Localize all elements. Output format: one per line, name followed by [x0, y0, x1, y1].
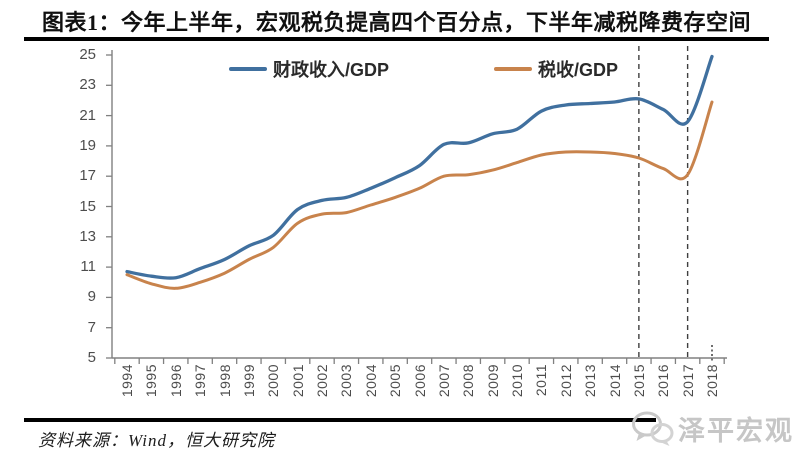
x-axis-tick-label: 1994: [119, 364, 135, 398]
x-axis-tick-label: 2003: [338, 364, 355, 398]
y-axis-tick-label: 17: [79, 167, 96, 185]
x-axis-tick-label: 1997: [192, 364, 209, 398]
chart-title: 图表1：今年上半年，宏观税负提高四个百分点，下半年减税降费存空间: [41, 10, 751, 35]
x-axis-tick-label: 1995: [143, 364, 160, 398]
watermark: 泽平宏观: [631, 409, 794, 448]
x-axis-tick-label: 1998: [216, 364, 233, 398]
legend-item-fiscal-revenue: 财政收入/GDP: [229, 59, 390, 80]
fiscal-revenue-legend-swatch: [229, 67, 267, 71]
x-axis-tick-label: 2015: [630, 364, 647, 398]
y-axis-tick-label: 7: [87, 318, 96, 336]
watermark-text: 泽平宏观: [678, 416, 794, 446]
x-axis-tick-label: 1996: [167, 364, 184, 398]
y-axis-tick-label: 11: [80, 258, 96, 276]
x-axis-tick-label: 2011: [533, 364, 550, 397]
y-axis-tick-label: 19: [79, 136, 96, 154]
title-divider: [24, 37, 769, 41]
x-axis-tick-label: 2007: [435, 364, 452, 398]
x-axis-tick-label: 2001: [289, 364, 306, 398]
x-axis-tick-label: 2013: [582, 364, 599, 398]
footer-divider: [24, 418, 656, 422]
x-axis-tick-label: 2012: [557, 364, 574, 398]
y-axis-tick-label: 5: [87, 349, 96, 366]
legend-item-tax: 税收/GDP: [494, 59, 619, 80]
fiscal-revenue-line: [125, 54, 714, 280]
tax-legend-swatch: [494, 67, 532, 71]
x-axis-tick-label: 2000: [265, 364, 282, 398]
data-source-note: 资料来源：Wind，恒大研究院: [38, 431, 275, 450]
x-axis-tick-label: 2014: [606, 364, 623, 398]
x-axis-tick-label: 2010: [509, 364, 525, 398]
x-axis-tick-label: 1999: [240, 364, 257, 398]
x-axis-tick-label: 2005: [387, 364, 404, 398]
y-axis-tick-label: 23: [79, 76, 96, 94]
x-axis-tick-label: 2008: [460, 364, 477, 398]
x-axis-tick-label: 2009: [484, 364, 501, 398]
fiscal-revenue-legend-label: 财政收入/GDP: [273, 60, 390, 80]
tax-line: [125, 100, 714, 290]
y-axis-tick-label: 9: [87, 288, 96, 306]
x-axis-tick-label: 2017: [679, 364, 696, 398]
y-axis-tick-label: 15: [79, 197, 96, 215]
y-axis-tick-label: 21: [79, 106, 96, 124]
x-axis-tick-label: 2016: [655, 364, 672, 398]
x-axis-tick-label: 2002: [314, 364, 330, 398]
x-axis-tick-label: 2006: [411, 364, 428, 398]
x-axis-tick-label: 2004: [362, 364, 379, 398]
y-axis-tick-label: 25: [79, 46, 96, 63]
x-axis-tick-label: 2018: [704, 364, 720, 398]
wechat-icon: [632, 411, 674, 446]
y-axis-tick-label: 13: [79, 227, 96, 245]
tax-legend-label: 税收/GDP: [538, 60, 619, 80]
